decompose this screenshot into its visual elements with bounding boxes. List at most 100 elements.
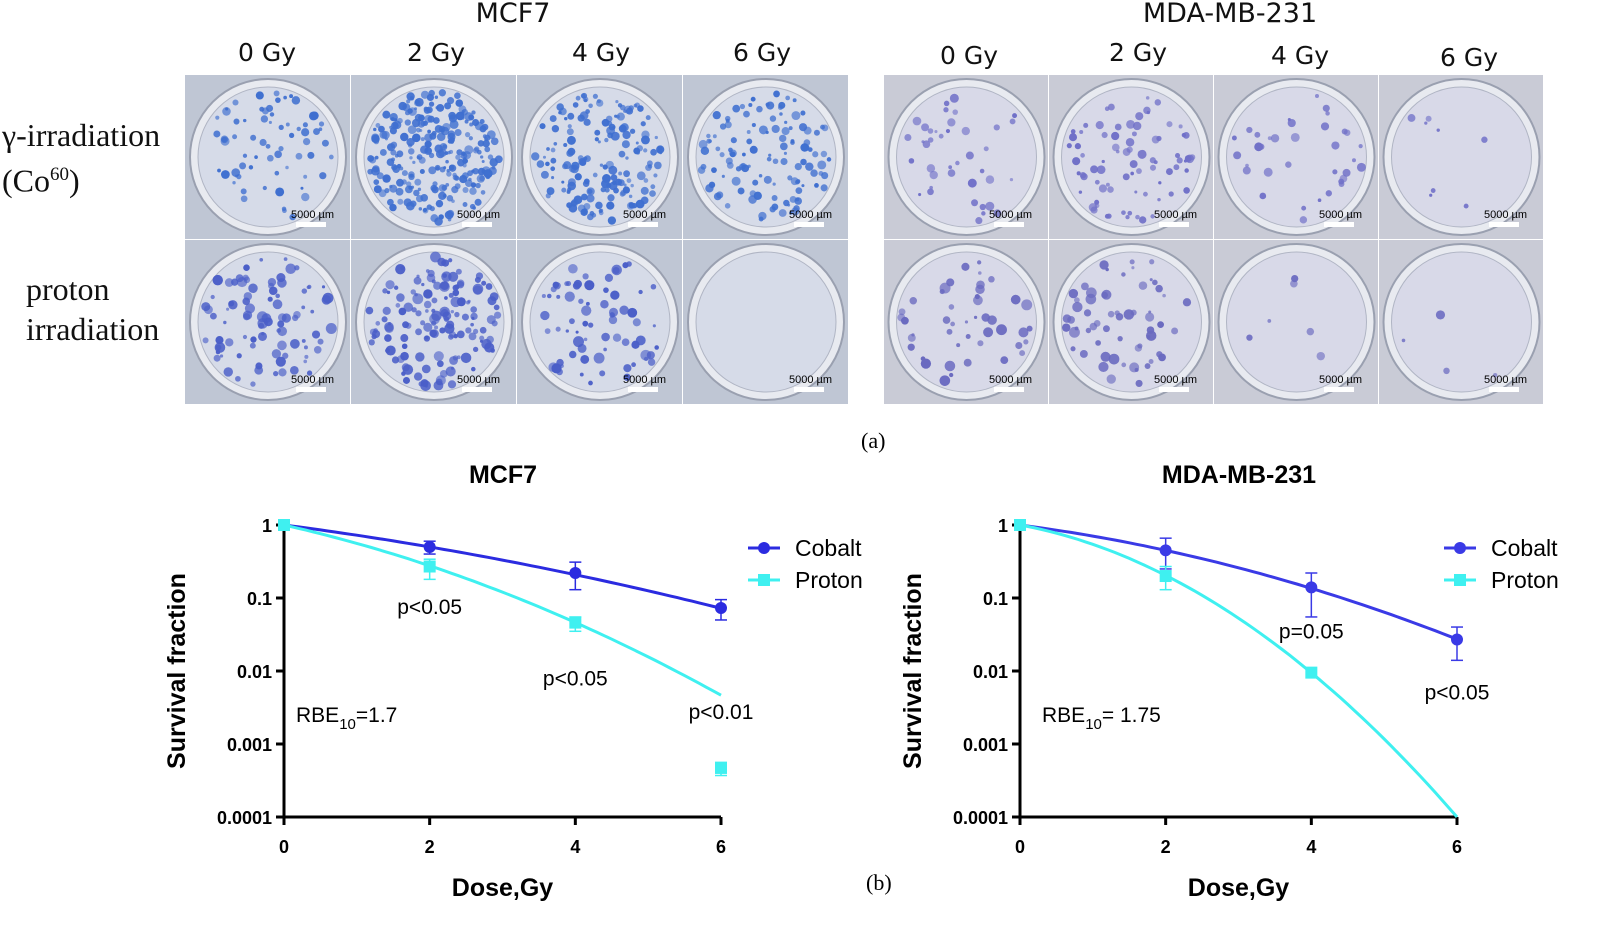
colony xyxy=(945,128,951,134)
colony xyxy=(308,111,318,121)
colony xyxy=(596,99,601,104)
colony xyxy=(654,161,662,170)
colony xyxy=(898,308,906,316)
colony xyxy=(1098,361,1109,373)
colony xyxy=(795,179,800,185)
colony xyxy=(433,281,442,290)
colony xyxy=(1174,152,1181,159)
colony xyxy=(426,204,433,210)
colony xyxy=(368,339,375,346)
colony xyxy=(472,206,476,210)
colony xyxy=(650,283,657,290)
colony xyxy=(452,289,460,297)
colony xyxy=(223,367,234,377)
legend-marker xyxy=(1454,574,1466,586)
colony xyxy=(1481,136,1488,143)
colony xyxy=(296,126,301,132)
colony xyxy=(472,346,479,353)
colony xyxy=(578,298,584,304)
colony xyxy=(1132,121,1142,131)
colony xyxy=(1062,314,1072,323)
colony xyxy=(385,280,395,290)
chart-title: MDA-MB-231 xyxy=(1162,461,1316,489)
petri-dish-photo: 5000 µm xyxy=(517,75,682,239)
colony xyxy=(1019,350,1026,357)
row-label-text: ) xyxy=(69,162,80,199)
survival-chart: MCF7 Dose,Gy Survival fraction 1 0.1 0.01 0.00… xyxy=(163,461,863,902)
colony xyxy=(321,139,329,147)
colony xyxy=(643,148,648,153)
colony xyxy=(431,186,439,194)
colony xyxy=(289,94,294,99)
colony xyxy=(983,146,989,152)
colony xyxy=(455,268,462,275)
colony xyxy=(1183,159,1188,163)
colony xyxy=(1068,133,1078,142)
y-tick-label: 0.001 xyxy=(227,735,272,755)
colony xyxy=(236,353,242,359)
colony xyxy=(452,172,457,178)
row-label-line: (Co60) xyxy=(2,155,160,201)
colony xyxy=(471,316,475,320)
petri-dish-inner xyxy=(529,251,671,393)
colony xyxy=(1085,327,1092,334)
colony xyxy=(721,174,725,178)
colony xyxy=(911,333,915,337)
colony xyxy=(586,187,595,196)
colony xyxy=(1111,131,1120,141)
petri-dish-inner xyxy=(695,251,837,393)
colony xyxy=(325,323,337,335)
x-tick-label: 2 xyxy=(425,837,435,857)
colony xyxy=(310,309,315,314)
colony xyxy=(1145,96,1150,100)
colony xyxy=(1184,168,1189,173)
colony xyxy=(275,187,285,197)
colony xyxy=(464,179,473,187)
colony xyxy=(927,137,934,143)
colony xyxy=(257,331,268,342)
colony xyxy=(438,148,447,158)
colony xyxy=(448,149,454,154)
colony xyxy=(546,187,555,195)
y-tick-label: 0.01 xyxy=(973,662,1008,682)
colony xyxy=(706,133,711,139)
colony xyxy=(277,313,287,322)
colony xyxy=(1122,173,1130,181)
colony xyxy=(1267,319,1272,323)
colony xyxy=(626,178,632,183)
scale-bar xyxy=(1159,387,1189,392)
colony xyxy=(262,185,267,191)
colony xyxy=(826,157,832,162)
dose-label: 6 Gy xyxy=(1439,43,1499,72)
colony xyxy=(579,372,584,377)
colony xyxy=(978,271,982,275)
colony xyxy=(1254,142,1264,152)
colony xyxy=(604,137,609,143)
colony xyxy=(742,152,746,157)
colony xyxy=(464,131,471,138)
colony xyxy=(739,103,746,110)
rbe-value: = 1.75 xyxy=(1102,704,1161,727)
colony xyxy=(545,161,550,167)
dose-label: 4 Gy xyxy=(1270,41,1330,70)
colony xyxy=(620,189,627,196)
petri-dish-photo: 5000 µm xyxy=(683,240,848,404)
colony xyxy=(778,209,787,217)
colony xyxy=(607,216,617,225)
colony xyxy=(546,147,550,151)
colony xyxy=(1096,165,1106,174)
dose-label: 2 Gy xyxy=(406,38,466,67)
colony xyxy=(470,306,477,313)
colony xyxy=(468,136,473,141)
colony xyxy=(228,300,238,310)
colony xyxy=(371,166,380,176)
colony xyxy=(1246,126,1253,134)
colony xyxy=(988,276,995,283)
scale-bar-label: 5000 µm xyxy=(291,374,334,386)
data-point-cobalt xyxy=(1159,544,1172,557)
colony xyxy=(1121,362,1127,368)
colony xyxy=(636,171,646,181)
colony xyxy=(583,178,590,185)
rbe-subscript: 10 xyxy=(339,716,356,733)
colony xyxy=(406,201,415,211)
